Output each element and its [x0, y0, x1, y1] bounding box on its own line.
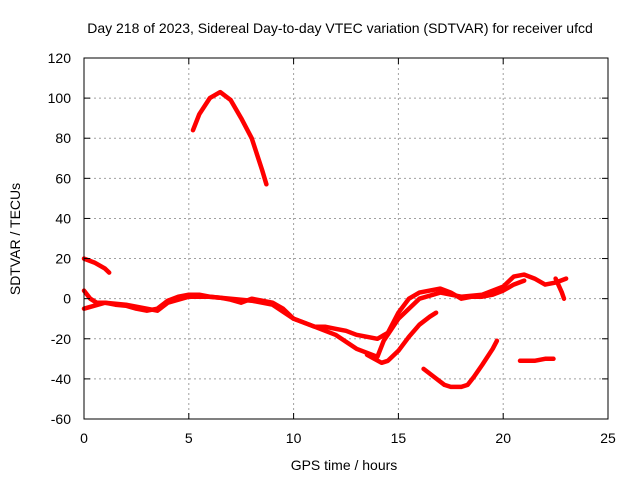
y-tick-label: 80	[55, 130, 71, 146]
y-tick-label: 0	[63, 291, 71, 307]
x-tick-label: 5	[185, 430, 193, 446]
series-arc-main-2	[81, 272, 569, 360]
x-tick-label: 0	[80, 430, 88, 446]
series-arc-dip	[364, 310, 439, 366]
data-series	[81, 89, 569, 390]
ticks: 0 5 10 15 20 25 -60 -40 -20 0 20 40 60 80 100 120	[48, 50, 616, 446]
grid	[84, 58, 608, 419]
series-arc-late	[517, 356, 556, 364]
series-arc-peak	[190, 89, 269, 187]
y-tick-label: -20	[51, 331, 71, 347]
x-tick-label: 20	[495, 430, 511, 446]
y-tick-label: -40	[51, 371, 71, 387]
y-tick-label: 40	[55, 210, 71, 226]
y-tick-label: -60	[51, 411, 71, 427]
x-tick-label: 15	[391, 430, 407, 446]
plot-frame	[83, 57, 609, 420]
chart-title: Day 218 of 2023, Sidereal Day-to-day VTE…	[87, 20, 593, 36]
series-arc-trough	[421, 338, 500, 390]
y-tick-label: 20	[55, 251, 71, 267]
y-tick-label: 60	[55, 170, 71, 186]
x-tick-label: 10	[286, 430, 302, 446]
y-tick-label: 100	[48, 90, 72, 106]
x-tick-label: 25	[600, 430, 616, 446]
y-axis-label: SDTVAR / TECUs	[7, 183, 23, 295]
x-axis-label: GPS time / hours	[291, 457, 398, 473]
series-arc-early	[81, 256, 112, 275]
series-arc-end	[553, 276, 567, 301]
y-tick-label: 120	[48, 50, 72, 66]
